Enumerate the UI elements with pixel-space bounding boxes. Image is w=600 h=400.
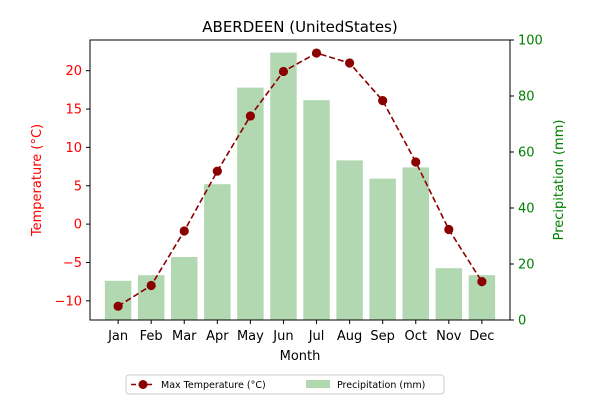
y-left-tick-label: 15 [65,103,82,118]
y-left-tick-label: 0 [74,218,82,233]
y-axis-right: 0 20 40 60 80 100 [510,34,543,329]
precipitation-bar [369,178,396,320]
temperature-line-path [117,52,483,307]
temperature-point [411,157,421,167]
precipitation-bar [435,268,463,320]
temperature-point [146,280,156,291]
precipitation-bar [204,184,231,320]
y-axis-left-label: Temperature (°C) [30,124,45,237]
temperature-point [311,48,322,58]
x-tick-label: Jul [308,329,325,344]
y-axis-right-label: Precipitation (mm) [552,120,567,241]
temperature-point [378,96,388,106]
x-tick-label: Jun [272,329,293,344]
chart-title: ABERDEEN (UnitedStates) [202,18,397,36]
x-tick-label: Feb [140,329,163,344]
precipitation-bar [402,167,429,320]
temperature-point [477,277,487,287]
x-tick-label: Jan [107,329,128,344]
x-tick-label: Nov [436,329,462,344]
y-right-tick-label: 100 [518,34,543,49]
x-tick-label: Apr [206,329,229,344]
y-right-tick-label: 80 [518,90,535,105]
precipitation-bar [237,87,264,320]
y-right-tick-label: 0 [518,314,526,329]
y-right-tick-label: 40 [518,202,535,217]
y-left-tick-label: 5 [74,179,82,194]
x-tick-label: Sep [370,329,395,344]
y-left-tick-label: −5 [63,256,82,271]
x-tick-label: Mar [172,329,197,344]
temperature-point [212,166,222,176]
legend-bar-swatch [306,380,330,388]
precipitation-bar [303,100,330,320]
temperature-point [278,66,289,77]
legend-box [125,374,445,395]
x-tick-label: Aug [337,329,362,344]
y-left-tick-label: 20 [65,64,82,79]
precipitation-bar [336,160,363,320]
legend-marker-swatch [138,380,148,389]
precipitation-bar [270,52,297,320]
legend: Max Temperature (°C) Precipitation (mm) [125,374,445,395]
temperature-point [179,226,189,236]
y-left-tick-label: −10 [55,294,82,309]
x-tick-label: Dec [469,329,494,344]
temperature-point [113,301,123,311]
plot-frame [89,39,511,321]
x-tick-label: May [237,329,264,344]
y-left-tick-label: 10 [65,141,82,156]
temperature-point [444,224,454,235]
legend-label-temperature: Max Temperature (°C) [161,380,266,391]
x-axis: Jan Feb Mar Apr May Jun Jul Aug Sep Oct Nov Dec [107,320,494,344]
x-axis-label: Month [280,349,321,364]
legend-label-precipitation: Precipitation (mm) [337,380,425,391]
temperature-point [345,58,355,68]
temperature-point [245,111,255,121]
y-axis-left: −10 −5 0 5 10 15 20 [55,64,90,309]
temperature-line [113,48,487,311]
precipitation-bars [104,52,496,320]
y-right-tick-label: 60 [518,146,535,161]
x-tick-label: Oct [405,329,427,344]
y-right-tick-label: 20 [518,258,535,273]
precipitation-bar [171,257,198,320]
